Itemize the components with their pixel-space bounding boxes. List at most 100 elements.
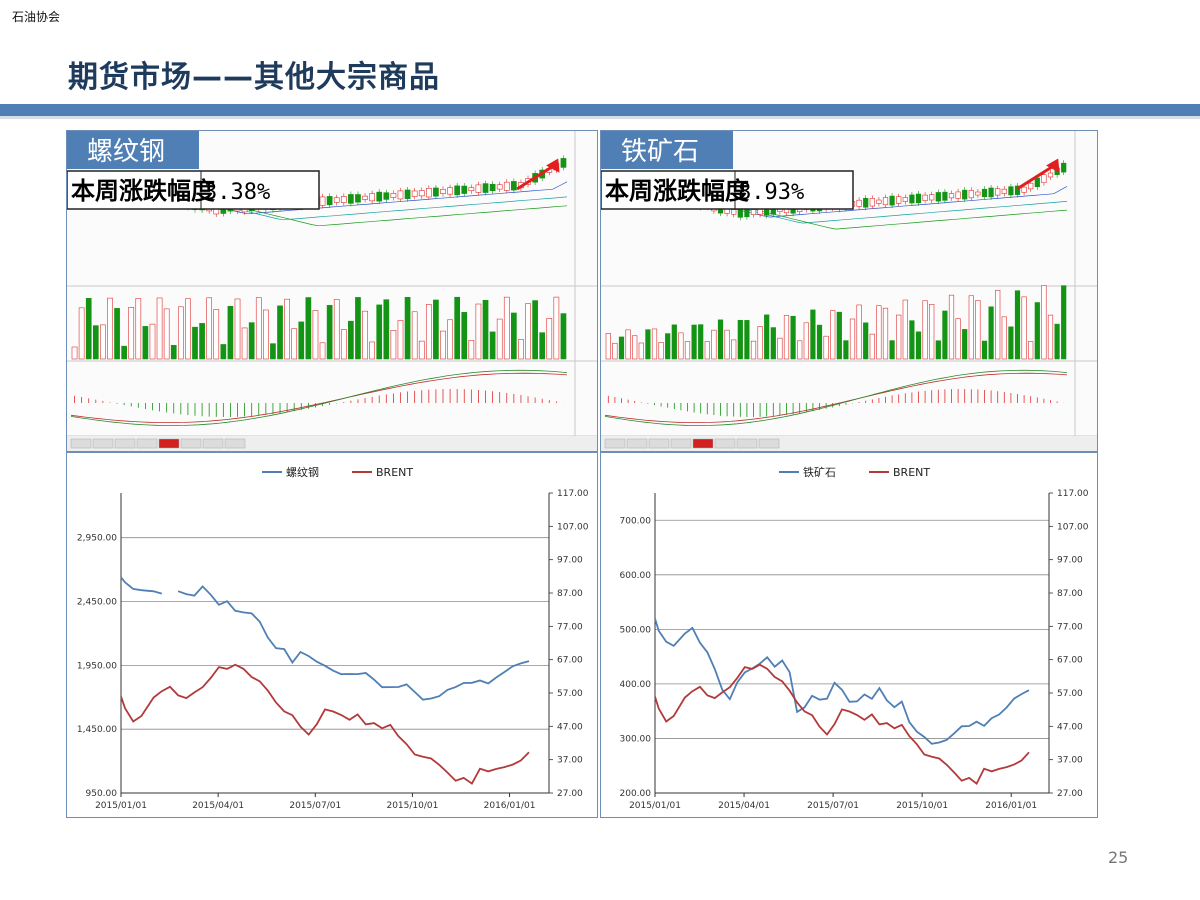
volume-bar [149,323,156,360]
y-left-tick-label: 2,450.00 [77,598,117,608]
volume-bar [869,333,875,360]
volume-bar [433,299,439,360]
candle-body [503,181,510,191]
commodity-name: 螺纹钢 [87,137,165,167]
candle-body [876,199,882,204]
volume-bar [489,331,496,360]
tab-button [604,438,626,449]
candle-body [981,188,988,198]
trend-arrow [516,163,556,191]
y-left-tick-label: 950.00 [86,789,118,799]
volume-bar [121,345,127,360]
volume-bar [440,330,446,360]
candle-body [1021,186,1027,193]
volume-bar [333,299,340,360]
candle-body [1014,185,1021,195]
tab-button [648,438,670,449]
volume-bar [100,324,106,360]
volume-bar [757,326,763,360]
candle-body [731,209,737,215]
volume-bar [454,296,461,360]
volume-bar [863,322,869,360]
volume-bar [163,308,170,360]
volume-bar [1001,316,1007,360]
volume-bar [612,342,618,360]
volume-bar [539,332,546,360]
volume-bar [383,299,390,360]
volume-bar [277,305,283,360]
y-right-tick-label: 87.00 [557,589,583,599]
volume-bar [711,329,717,360]
candle-body [340,196,347,203]
candle-body [369,193,375,202]
candle-body [863,198,869,208]
volume-bar [803,322,809,360]
volume-bar [935,340,941,360]
volume-bar [962,329,968,360]
volume-bar [553,296,560,360]
volume-bar [1028,341,1034,360]
volume-bar [830,310,836,360]
candle-body [511,181,517,191]
volume-bar [461,312,468,360]
volume-bar [638,342,644,360]
candle-body [1047,172,1054,178]
volume-bar [698,324,704,360]
volume-bar [404,297,411,360]
tab-button [736,438,758,449]
y-right-tick-label: 117.00 [557,489,589,499]
candle-body [397,190,404,200]
volume-bar [369,341,375,360]
candle-body [948,193,955,199]
volume-bar [995,289,1001,360]
volume-bar [85,298,92,360]
volume-bar [298,321,305,360]
volume-bar [518,339,524,360]
volume-bar [185,298,191,360]
volume-bar [92,325,99,360]
volume-bar [248,322,255,360]
weekly-change-label: 本周涨跌幅度 [605,177,750,205]
volume-bar [856,304,862,360]
volume-bar [397,320,404,360]
title-accent-bar [0,104,1200,116]
candle-body [376,191,383,202]
candle-body [404,189,411,200]
candle-body [750,209,757,215]
commodity-name-tag [601,131,733,169]
volume-bar [764,314,770,360]
volume-bar [651,328,658,360]
volume-bar [199,323,205,360]
volume-bar [902,299,908,360]
candle-body [1008,186,1014,196]
weekly-change-box [67,170,320,210]
candle-body [968,190,974,199]
volume-bar [770,327,776,360]
candle-body [896,196,902,204]
y-right-tick-label: 57.00 [1057,689,1083,699]
volume-bar [777,337,783,360]
candle-body [889,195,895,206]
y-right-tick-label: 67.00 [557,656,583,666]
tab-button [626,438,648,449]
volume-bar [355,297,361,360]
macd-line [604,369,1068,427]
y-right-tick-label: 37.00 [557,756,583,766]
candle-panel-rebar: 螺纹钢 本周涨跌幅度 3.38% [66,130,598,452]
volume-bar [156,297,163,360]
candle-body [988,187,994,198]
volume-bar [227,306,234,360]
legend-label: 铁矿石 [803,466,836,479]
volume-bar [135,298,142,360]
y-left-tick-label: 1,950.00 [77,661,117,671]
series-line-commodity [654,618,1030,745]
x-tick-label: 2015/04/01 [192,801,244,811]
candle-body [975,191,981,196]
x-tick-label: 2015/10/01 [896,801,948,811]
candle-body [447,187,453,195]
volume-bar [206,297,213,360]
volume-bar [319,342,326,360]
volume-bar [704,341,710,360]
candle-body [440,189,446,194]
